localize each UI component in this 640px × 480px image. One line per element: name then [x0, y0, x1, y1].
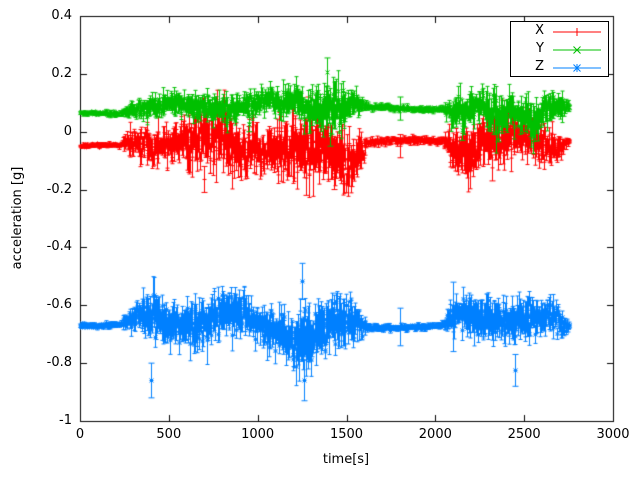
legend-sample-line-z — [550, 60, 604, 74]
x-axis-title: time[s] — [322, 452, 370, 467]
y-tick-label: -0.4 — [46, 239, 72, 255]
legend-sample-line-x — [550, 24, 604, 38]
x-tick-label: 2500 — [507, 427, 541, 442]
x-tick-label: 500 — [156, 427, 182, 442]
legend-sample-line-y — [550, 42, 604, 56]
x-tick-label: 0 — [75, 427, 85, 442]
legend: X Y Z — [510, 21, 609, 77]
y-tick-label: -1 — [59, 413, 72, 428]
legend-label-x: X — [535, 23, 544, 38]
x-tick-label: 3000 — [596, 427, 630, 442]
y-tick-label: -0.2 — [46, 181, 72, 197]
legend-label-y: Y — [536, 41, 544, 56]
legend-entry-y: Y — [511, 40, 608, 58]
y-tick-label: 0 — [63, 123, 72, 139]
x-tick-label: 1500 — [329, 427, 364, 442]
y-tick-label: -0.6 — [46, 297, 72, 313]
x-tick-label: 2000 — [418, 427, 452, 442]
y-tick-label: -0.8 — [46, 355, 72, 371]
y-tick-label: 0.2 — [51, 65, 72, 81]
legend-label-z: Z — [535, 59, 544, 74]
x-tick-label: 1000 — [241, 427, 275, 442]
y-axis-title: acceleration [g] — [10, 166, 25, 270]
legend-entry-z: Z — [511, 58, 608, 76]
legend-entry-x: X — [511, 22, 608, 40]
y-tick-label: 0.4 — [51, 8, 72, 23]
